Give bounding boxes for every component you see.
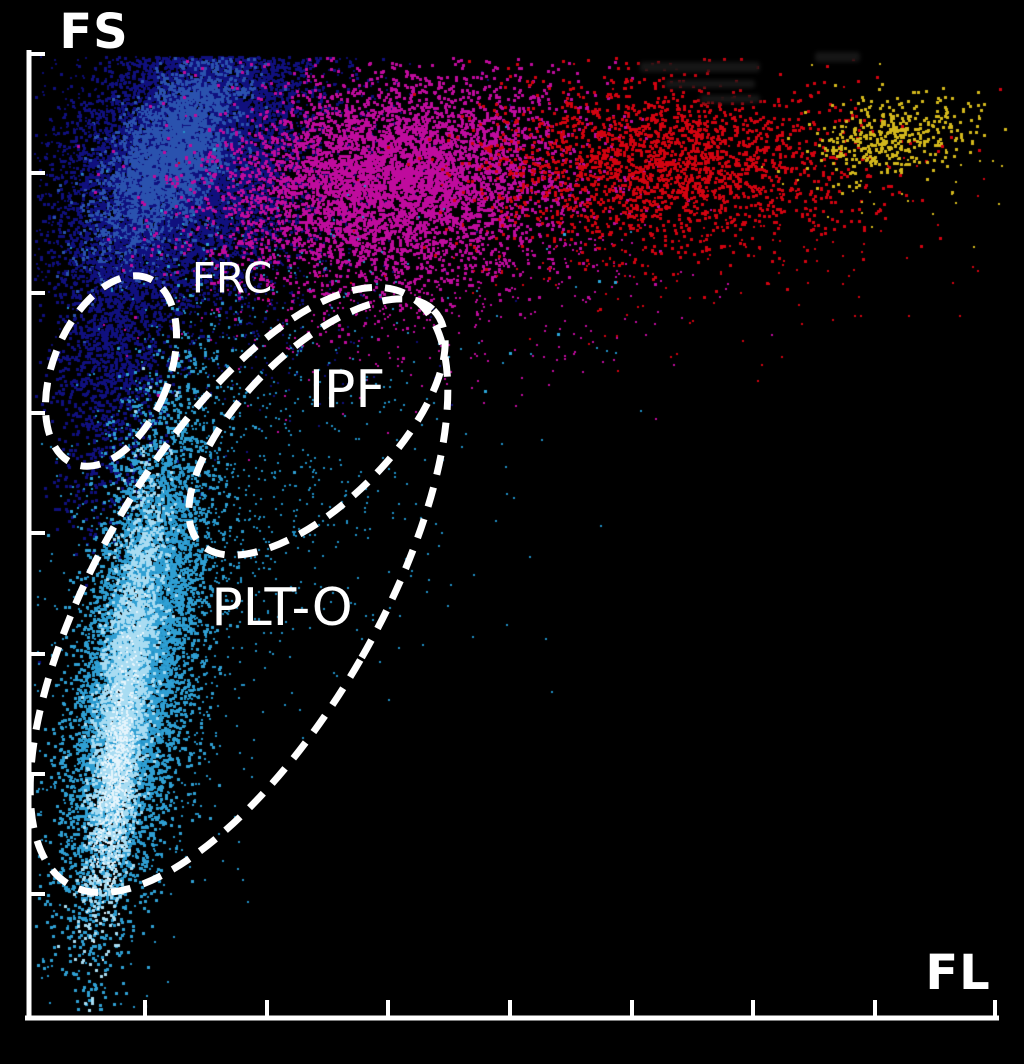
watermark-smudge: [665, 80, 755, 88]
watermark-smudge: [815, 52, 860, 62]
gate-ellipse-plt-o: [26, 283, 452, 897]
gate-label-frc: FRC: [191, 253, 273, 303]
x-axis-label: FL: [925, 945, 991, 1001]
watermark-smudge: [640, 62, 760, 72]
gate-label-ipf: IPF: [308, 360, 386, 420]
watermark-smudge: [700, 95, 760, 103]
gate-ellipse-ipf: [185, 295, 449, 559]
gate-ellipse-frc: [41, 272, 181, 470]
y-axis-label: FS: [59, 4, 129, 60]
gate-label-plt-o: PLT-O: [211, 578, 353, 638]
